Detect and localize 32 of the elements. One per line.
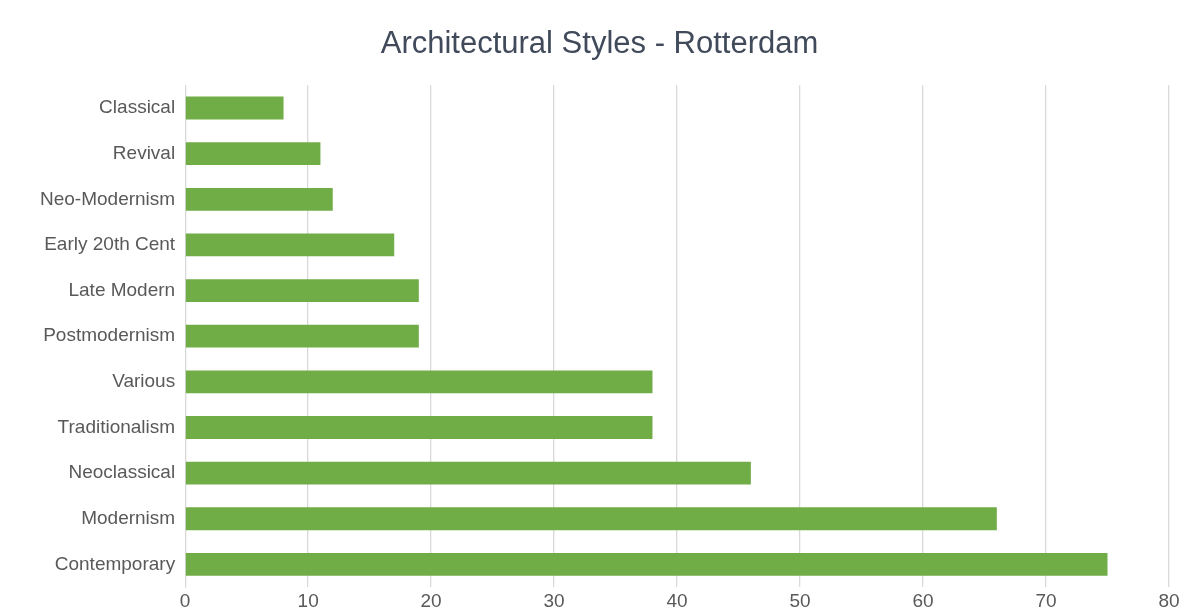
bar [185, 507, 997, 531]
x-tick-label: 40 [666, 589, 688, 611]
bar [185, 324, 419, 348]
y-tick-label: Revival [112, 141, 176, 163]
x-tick-label: 80 [1158, 589, 1180, 611]
x-tick-label: 20 [420, 589, 442, 611]
y-tick-label: Late Modern [68, 278, 176, 300]
x-tick-label: 10 [297, 589, 319, 611]
bar [185, 233, 395, 257]
y-tick-label: Various [112, 370, 176, 392]
bar [185, 370, 653, 394]
y-tick-label: Postmodernism [43, 324, 176, 346]
x-tick-label: 0 [179, 589, 191, 611]
bar [185, 187, 333, 211]
x-tick-label: 60 [912, 589, 934, 611]
bar [185, 552, 1108, 576]
y-tick-label: Classical [99, 96, 176, 118]
x-tick-label: 50 [789, 589, 811, 611]
y-tick-label: Early 20th Cent [44, 233, 176, 255]
bar [185, 416, 653, 439]
chart-title: Architectural Styles - Rotterdam [380, 25, 819, 61]
y-tick-label: Neo-Modernism [40, 187, 176, 209]
bar [185, 142, 321, 166]
x-tick-label: 70 [1035, 589, 1057, 611]
y-tick-label: Traditionalism [57, 415, 176, 437]
y-tick-label: Contemporary [54, 552, 176, 574]
bar [185, 461, 751, 485]
bar [185, 96, 284, 120]
x-tick-label: 30 [543, 589, 565, 611]
bar [185, 279, 419, 302]
y-tick-label: Modernism [81, 506, 176, 528]
y-tick-label: Neoclassical [68, 461, 176, 483]
